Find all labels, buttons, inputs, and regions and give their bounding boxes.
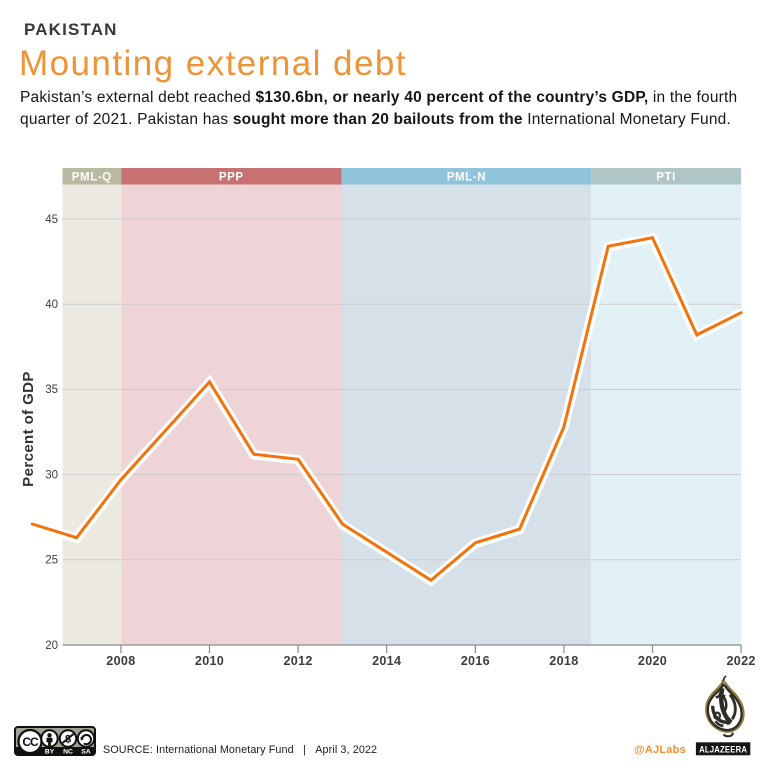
svg-text:2010: 2010	[195, 654, 224, 668]
svg-text:45: 45	[45, 214, 58, 226]
svg-text:Percent of GDP: Percent of GDP	[20, 371, 37, 487]
svg-text:CC: CC	[22, 735, 39, 749]
svg-text:2018: 2018	[549, 654, 578, 668]
svg-text:2020: 2020	[638, 654, 667, 668]
svg-text:NC: NC	[63, 749, 73, 756]
svg-text:ALJAZEERA: ALJAZEERA	[699, 745, 747, 756]
svg-text:40: 40	[45, 299, 58, 311]
svg-text:2022: 2022	[726, 654, 755, 668]
svg-text:BY: BY	[45, 749, 55, 756]
svg-text:PML-N: PML-N	[447, 171, 486, 183]
svg-text:20: 20	[45, 640, 58, 652]
svg-text:30: 30	[45, 469, 58, 481]
svg-text:25: 25	[45, 555, 58, 567]
svg-text:2014: 2014	[372, 654, 401, 668]
svg-text:PPP: PPP	[219, 171, 244, 183]
svg-text:2012: 2012	[283, 654, 312, 668]
svg-text:2008: 2008	[106, 654, 135, 668]
svg-text:PML-Q: PML-Q	[72, 171, 112, 183]
svg-text:SA: SA	[81, 749, 91, 756]
svg-text:PTI: PTI	[656, 171, 676, 183]
svg-text:35: 35	[45, 384, 58, 396]
svg-text:2016: 2016	[461, 654, 490, 668]
